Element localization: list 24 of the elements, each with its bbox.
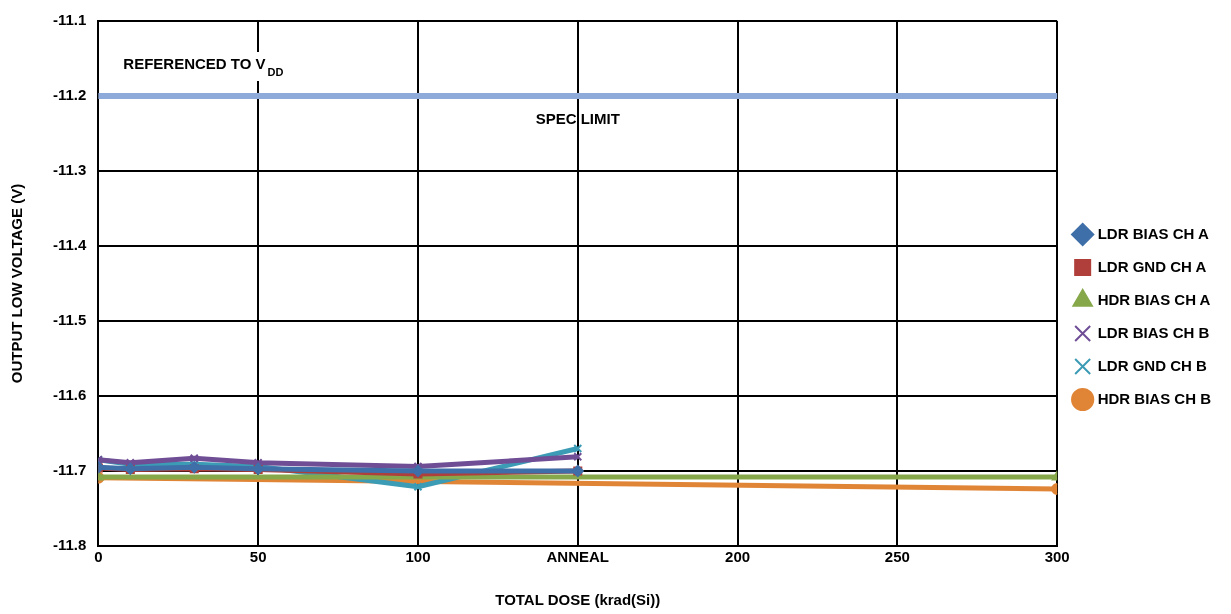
x-tick-label: 100 [405,548,431,566]
legend-label: LDR BIAS CH B [1097,323,1210,341]
y-tick-label: -11.5 [52,311,87,329]
y-tick-label: -11.7 [52,461,87,479]
legend-label: LDR GND CH B [1097,356,1207,374]
y-axis-title: OUTPUT LOW VOLTAGE (V) [8,183,26,384]
ref-line-label: SPEC LIMIT [535,109,620,127]
y-tick-label: -11.3 [52,161,87,179]
y-tick-label: -11.8 [52,536,87,554]
x-tick-label: 250 [884,548,910,566]
x-tick-label: 50 [249,548,267,566]
legend-label: LDR BIAS CH A [1097,224,1209,242]
y-tick-label: -11.2 [52,86,87,104]
y-tick-label: -11.4 [52,236,88,254]
y-tick-label: -11.6 [52,386,87,404]
legend-label: LDR GND CH A [1097,257,1207,275]
legend-label: HDR BIAS CH A [1097,290,1211,308]
x-axis-title: TOTAL DOSE (krad(Si)) [495,591,661,609]
x-tick-label: 200 [725,548,751,566]
x-tick-label: ANNEAL [546,548,610,566]
legend-label: HDR BIAS CH B [1097,389,1212,407]
x-tick-label: 0 [94,548,103,566]
x-tick-label: 300 [1044,548,1070,566]
y-tick-label: -11.1 [52,11,87,29]
